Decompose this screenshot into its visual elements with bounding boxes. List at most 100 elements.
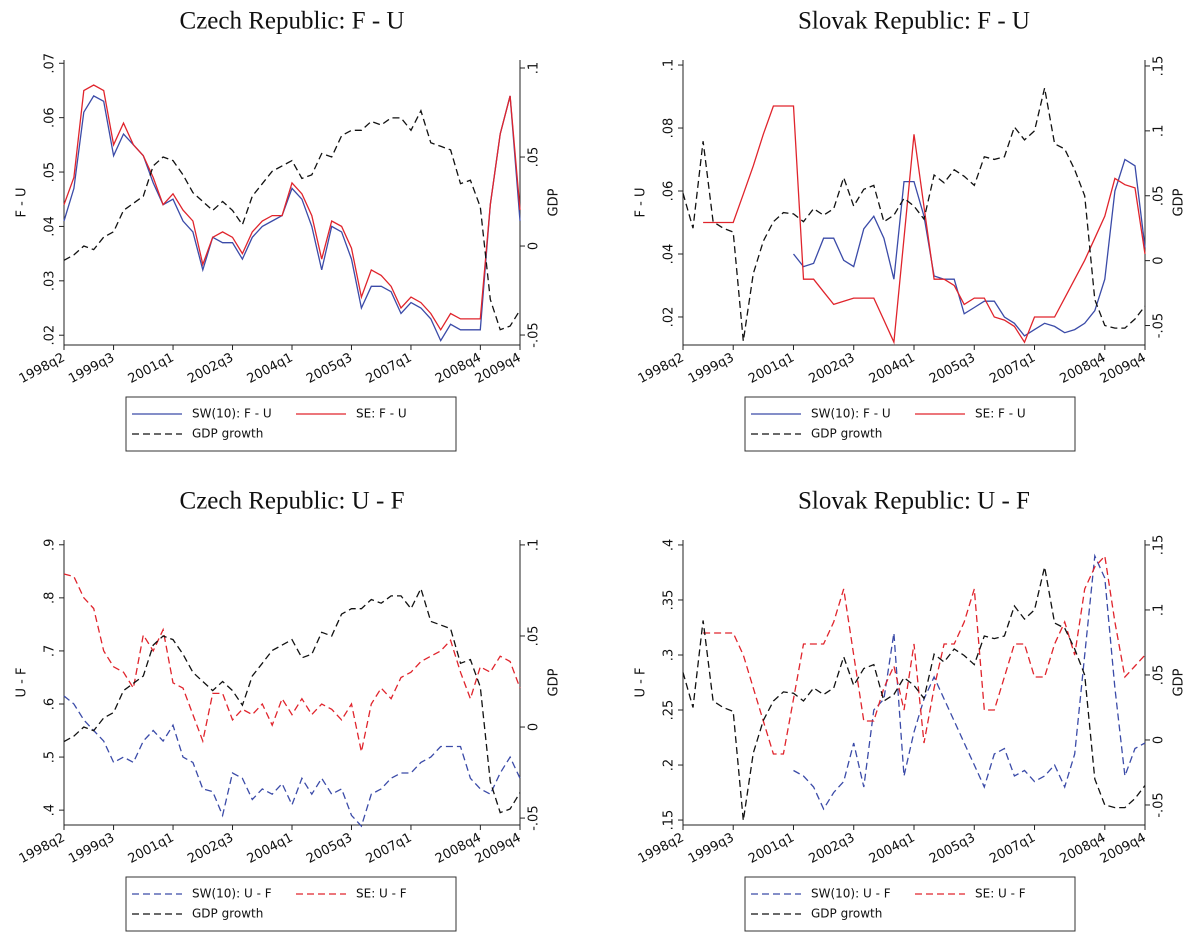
x-tick-label: 2007q1: [364, 830, 415, 867]
y2-axis-label: GDP: [1172, 188, 1187, 216]
legend-label: GDP growth: [811, 427, 882, 441]
series-line: [792, 158, 1146, 337]
y-axis-label: U - F: [15, 668, 30, 698]
x-tick-label: 2002q3: [806, 350, 857, 387]
x-tick-label: 1999q3: [66, 830, 117, 867]
legend-label: GDP growth: [192, 427, 263, 441]
legend-box: [744, 876, 1076, 932]
series-line: [793, 553, 1146, 811]
legend-label: SE: F - U: [356, 407, 407, 421]
y-tick-label: .5: [43, 751, 58, 763]
series-line: [63, 573, 521, 752]
y2-tick-label: .15: [1152, 535, 1167, 556]
y-tick-label: .1: [662, 59, 677, 71]
y-tick-label: .15: [662, 810, 677, 831]
x-tick-label: 2004q1: [245, 830, 296, 867]
y2-axis-label: GDP: [547, 668, 562, 696]
y2-axis-label: GDP: [547, 188, 562, 216]
y-tick-label: .25: [662, 700, 677, 721]
x-tick-label: 2002q3: [806, 830, 857, 867]
y2-tick-label: 0: [527, 723, 542, 731]
y2-tick-label: .1: [527, 62, 542, 74]
y2-tick-label: -.05: [527, 322, 542, 347]
y2-tick-label: .1: [1152, 604, 1167, 616]
x-tick-label: 2007q1: [987, 830, 1038, 867]
y2-tick-label: .05: [1152, 665, 1167, 686]
series-line: [63, 95, 521, 342]
series-line: [703, 105, 1146, 345]
x-tick-label: 2005q3: [304, 350, 355, 387]
y2-tick-label: -.05: [1152, 313, 1167, 338]
series-line: [682, 566, 1146, 821]
y-tick-label: .3: [662, 649, 677, 661]
y-tick-label: .05: [43, 162, 58, 183]
x-tick-label: 1998q2: [636, 350, 687, 387]
x-tick-label: 2009q4: [473, 350, 524, 387]
x-tick-label: 1999q3: [686, 830, 737, 867]
y-tick-label: .04: [43, 216, 58, 237]
y2-axis-label: GDP: [1172, 668, 1187, 696]
x-tick-label: 1998q2: [636, 830, 687, 867]
x-tick-label: 2001q1: [746, 830, 797, 867]
y-tick-label: .8: [43, 592, 58, 604]
y-tick-label: .07: [43, 53, 58, 74]
x-tick-label: 1999q3: [66, 350, 117, 387]
y-tick-label: .7: [43, 645, 58, 657]
x-tick-label: 2001q1: [126, 350, 177, 387]
y2-tick-label: .1: [527, 539, 542, 551]
x-tick-label: 2001q1: [746, 350, 797, 387]
x-tick-label: 2002q3: [185, 350, 236, 387]
x-tick-label: 2005q3: [304, 830, 355, 867]
x-tick-label: 2009q4: [1098, 830, 1149, 867]
x-tick-label: 2004q1: [867, 350, 918, 387]
legend-label: SW(10): F - U: [811, 407, 891, 421]
x-tick-label: 1998q2: [17, 350, 68, 387]
y2-tick-label: -.05: [1152, 792, 1167, 817]
x-tick-label: 2005q3: [927, 350, 978, 387]
x-tick-label: 2007q1: [364, 350, 415, 387]
x-tick-label: 2007q1: [987, 350, 1038, 387]
x-tick-label: 2009q4: [1098, 350, 1149, 387]
y2-tick-label: 0: [1152, 257, 1167, 265]
legend-label: SW(10): F - U: [192, 407, 272, 421]
y-axis-label: U - F: [634, 668, 649, 698]
y2-tick-label: .05: [527, 626, 542, 647]
y2-tick-label: .15: [1152, 56, 1167, 77]
y2-tick-label: .05: [1152, 185, 1167, 206]
y-tick-label: .35: [662, 590, 677, 611]
y2-tick-label: 0: [527, 242, 542, 250]
y-tick-label: .02: [662, 307, 677, 328]
y-tick-label: .08: [662, 118, 677, 139]
legend-box: [125, 876, 457, 932]
legend-label: SW(10): U - F: [192, 887, 272, 901]
y-tick-label: .06: [43, 107, 58, 128]
y-tick-label: .06: [662, 181, 677, 202]
legend-label: GDP growth: [811, 907, 882, 921]
series-line: [63, 108, 521, 331]
legend-label: SE: F - U: [975, 407, 1026, 421]
y2-tick-label: -.05: [527, 805, 542, 830]
y-axis-label: F - U: [15, 188, 30, 218]
y-tick-label: .9: [43, 539, 58, 551]
x-tick-label: 2004q1: [245, 350, 296, 387]
x-tick-label: 2002q3: [185, 830, 236, 867]
x-tick-label: 2009q4: [473, 830, 524, 867]
y-tick-label: .02: [43, 325, 58, 346]
legend-box: [125, 396, 457, 452]
chart-title: Slovak Republic: U - F: [798, 488, 1030, 515]
y-axis-label: F - U: [634, 188, 649, 218]
legend-label: GDP growth: [192, 907, 263, 921]
x-tick-label: 2005q3: [927, 830, 978, 867]
legend-label: SE: U - F: [356, 887, 407, 901]
legend-label: SW(10): U - F: [811, 887, 891, 901]
y-tick-label: .04: [662, 244, 677, 265]
legend-box: [744, 396, 1076, 452]
series-line: [63, 84, 521, 332]
series-line: [682, 87, 1146, 342]
y2-tick-label: 0: [1152, 736, 1167, 744]
series-line: [63, 586, 521, 814]
x-tick-label: 2004q1: [867, 830, 918, 867]
y-tick-label: .03: [43, 270, 58, 291]
x-tick-label: 2001q1: [126, 830, 177, 867]
x-tick-label: 1998q2: [17, 830, 68, 867]
